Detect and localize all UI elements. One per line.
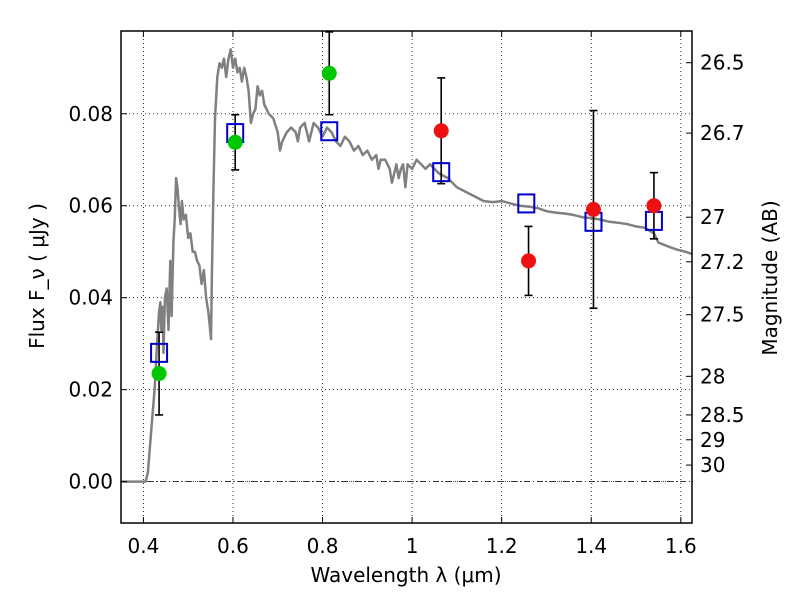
data-markers [150, 65, 663, 382]
right-tick-label: 30 [700, 453, 725, 477]
observed-flux-marker [646, 198, 662, 214]
error-bars [155, 31, 658, 416]
right-tick-label: 27.2 [700, 250, 745, 274]
model-spectrum [121, 48, 693, 483]
observed-flux-marker [227, 134, 243, 150]
x-tick-label: 1.2 [486, 534, 518, 558]
axis-ticks [121, 31, 692, 523]
plot-frame [120, 30, 693, 524]
x-tick-label: 0.8 [307, 534, 339, 558]
right-tick-label: 26.7 [700, 121, 745, 145]
right-tick-label: 27.5 [700, 303, 745, 327]
right-tick-label: 28.5 [700, 403, 745, 427]
model-flux-marker [517, 193, 536, 214]
y-tick-label: 0.00 [68, 470, 113, 494]
model-flux-marker [150, 342, 169, 363]
model-flux-marker [320, 121, 339, 142]
y-tick-labels: 0.00 0.02 0.04 0.06 0.08 [68, 102, 113, 494]
grid-lines [121, 31, 692, 523]
x-tick-label: 1 [406, 534, 419, 558]
right-tick-label: 29 [700, 428, 725, 452]
x-tick-labels: 0.4 0.6 0.8 1 1.2 1.4 1.6 [127, 534, 696, 558]
right-tick-label: 27 [700, 205, 725, 229]
observed-flux-marker [151, 366, 167, 382]
model-flux-marker [432, 162, 451, 183]
y-tick-label: 0.08 [68, 102, 113, 126]
y-tick-label: 0.04 [68, 286, 113, 310]
x-tick-label: 1.4 [575, 534, 607, 558]
observed-flux-marker [585, 201, 601, 217]
right-tick-label: 26.5 [700, 51, 745, 75]
observed-flux-marker [433, 123, 449, 139]
x-axis-label: Wavelength λ (μm) [310, 563, 501, 587]
y-tick-label: 0.06 [68, 194, 113, 218]
observed-flux-marker [321, 65, 337, 81]
y-tick-label: 0.02 [68, 378, 113, 402]
x-tick-label: 0.4 [127, 534, 159, 558]
right-tick-label: 28 [700, 364, 725, 388]
observed-flux-marker [521, 253, 537, 269]
right-axis-label: Magnitude (AB) [758, 200, 782, 355]
x-tick-label: 1.6 [665, 534, 697, 558]
x-tick-label: 0.6 [217, 534, 249, 558]
y-axis-label: Flux F_ν ( μJy ) [25, 203, 49, 349]
spectrum-line [121, 48, 693, 483]
